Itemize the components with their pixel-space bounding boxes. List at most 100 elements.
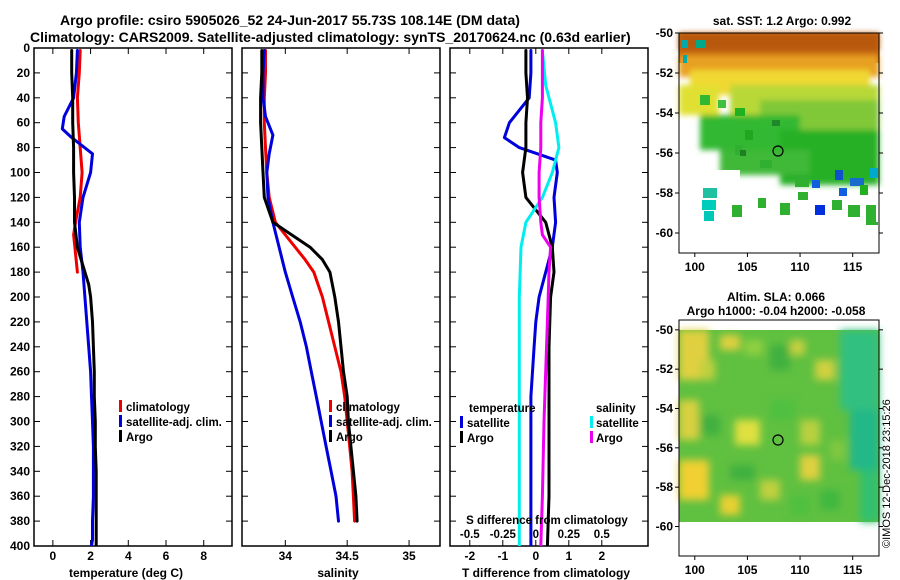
x-tick-label: 2 bbox=[598, 549, 605, 563]
lat-tick-label: -58 bbox=[656, 186, 674, 200]
difference-legend: temperature satellite Argo salinity sate… bbox=[460, 403, 639, 445]
x-tick-label: 34.5 bbox=[336, 549, 360, 563]
depth-tick-label: 340 bbox=[10, 464, 30, 478]
salinity-x-axis: 34 34.5 35 bbox=[279, 48, 416, 563]
sla-map-field bbox=[679, 330, 879, 522]
sla-map-title-line1: Altim. SLA: 0.066 bbox=[727, 290, 825, 304]
x-tick-label: 8 bbox=[200, 549, 207, 563]
series-climatology bbox=[72, 49, 84, 274]
depth-tick-label: 180 bbox=[10, 265, 30, 279]
lon-tick-label: 110 bbox=[790, 260, 810, 274]
legend-swatch-t-argo bbox=[460, 431, 463, 443]
temperature-series bbox=[60, 49, 98, 546]
sla-map-title-line2: Argo h1000: -0.04 h2000: -0.058 bbox=[687, 304, 866, 318]
x-tick-label: 1 bbox=[565, 549, 572, 563]
depth-tick-label: 260 bbox=[10, 365, 30, 379]
lon-tick-label: 100 bbox=[685, 563, 705, 577]
x-tick-label: 2 bbox=[87, 549, 94, 563]
salinity-depth-ticks bbox=[242, 47, 440, 547]
lon-tick-label: 105 bbox=[737, 563, 757, 577]
top-x-tick-label: -0.5 bbox=[460, 529, 480, 541]
temperature-plot-frame bbox=[33, 47, 233, 547]
difference-panel: -2 -1 0 1 2 -0.5 -0.25 0 0.25 0.5 T difference fr… bbox=[449, 47, 649, 580]
lat-tick-label: -50 bbox=[656, 323, 674, 337]
legend-label-satellite: satellite-adj. clim. bbox=[126, 417, 222, 429]
legend-title-temperature: temperature bbox=[469, 403, 535, 415]
depth-tick-label: 120 bbox=[10, 190, 30, 204]
series-satellite-adj-clim- bbox=[60, 49, 95, 546]
lat-tick-label: -50 bbox=[656, 26, 674, 40]
temperature-legend: climatology satellite-adj. clim. Argo bbox=[119, 400, 222, 444]
sla-map-frame bbox=[678, 319, 880, 557]
top-x-tick-label: 0 bbox=[533, 529, 539, 541]
sst-map-lat-axis: -50 -52 -54 -56 -58 -60 bbox=[656, 26, 883, 240]
depth-tick-label: 60 bbox=[17, 116, 31, 130]
difference-depth-ticks bbox=[450, 47, 648, 547]
sst-map-field bbox=[679, 33, 879, 253]
depth-tick-label: 40 bbox=[17, 91, 31, 105]
series-satellite-adj-clim- bbox=[261, 49, 340, 523]
temperature-x-axis: 0 2 4 6 8 bbox=[50, 48, 207, 563]
legend-swatch-t-satellite bbox=[460, 416, 463, 428]
figure-title-line2: Climatology: CARS2009. Satellite-adjuste… bbox=[30, 29, 631, 45]
x-tick-label: -2 bbox=[464, 549, 475, 563]
legend-swatch-s-argo bbox=[590, 431, 593, 443]
lon-tick-label: 105 bbox=[737, 260, 757, 274]
sst-map-lon-axis: 100 105 110 115 bbox=[685, 253, 863, 274]
lon-tick-label: 115 bbox=[843, 260, 863, 274]
legend-label-climatology: climatology bbox=[336, 402, 401, 414]
x-tick-label: 6 bbox=[163, 549, 170, 563]
lon-tick-label: 100 bbox=[685, 260, 705, 274]
difference-x-axis: -2 -1 0 1 2 -0.5 -0.25 0 0.25 0.5 bbox=[460, 48, 611, 563]
legend-swatch-argo bbox=[119, 430, 122, 442]
depth-tick-label: 360 bbox=[10, 489, 30, 503]
legend-swatch-s-satellite bbox=[590, 416, 593, 428]
lat-tick-label: -52 bbox=[656, 362, 674, 376]
depth-tick-label: 160 bbox=[10, 240, 30, 254]
difference-series bbox=[502, 49, 561, 546]
sla-map-panel: Altim. SLA: 0.066 Argo h1000: -0.04 h200… bbox=[656, 290, 883, 577]
lat-tick-label: -54 bbox=[656, 106, 674, 120]
legend-label-t-satellite: satellite bbox=[467, 418, 510, 430]
sla-map-lon-axis: 100 105 110 115 bbox=[685, 556, 863, 577]
legend-label-argo: Argo bbox=[336, 432, 363, 444]
lon-tick-label: 115 bbox=[843, 563, 863, 577]
depth-tick-label: 80 bbox=[17, 141, 31, 155]
legend-label-argo: Argo bbox=[126, 432, 153, 444]
sst-map-panel: sat. SST: 1.2 Argo: 0.992 bbox=[656, 14, 883, 274]
depth-tick-label: 320 bbox=[10, 439, 30, 453]
legend-swatch-satellite bbox=[329, 415, 332, 427]
depth-tick-label: 140 bbox=[10, 215, 30, 229]
lat-tick-label: -52 bbox=[656, 66, 674, 80]
lat-tick-label: -56 bbox=[656, 146, 674, 160]
top-x-tick-label: 0.5 bbox=[594, 529, 611, 541]
salinity-plot-frame bbox=[241, 47, 441, 547]
difference-top-xlabel: S difference from climatology bbox=[466, 515, 628, 527]
legend-label-climatology: climatology bbox=[126, 402, 191, 414]
top-x-tick-label: -0.25 bbox=[490, 529, 517, 541]
top-x-tick-label: 0.25 bbox=[558, 529, 581, 541]
salinity-legend: climatology satellite-adj. clim. Argo bbox=[329, 400, 432, 444]
x-tick-label: 0 bbox=[50, 549, 57, 563]
depth-tick-label: 300 bbox=[10, 415, 30, 429]
depth-tick-label: 400 bbox=[10, 539, 30, 553]
depth-tick-label: 380 bbox=[10, 514, 30, 528]
sla-map-lat-axis: -50 -52 -54 -56 -58 -60 bbox=[656, 323, 883, 534]
legend-title-salinity: salinity bbox=[596, 403, 636, 415]
depth-tick-label: 100 bbox=[10, 166, 30, 180]
legend-swatch-satellite bbox=[119, 415, 122, 427]
lat-tick-label: -60 bbox=[656, 226, 674, 240]
temperature-panel: 0204060801001201401601802002202402602803… bbox=[10, 41, 233, 580]
lat-tick-label: -54 bbox=[656, 402, 674, 416]
figure-title-line1: Argo profile: csiro 5905026_52 24-Jun-20… bbox=[60, 12, 520, 28]
sst-argo-location-marker bbox=[772, 145, 784, 157]
difference-xlabel: T difference from climatology bbox=[462, 566, 630, 580]
legend-swatch-climatology bbox=[329, 400, 332, 412]
sst-map-frame bbox=[678, 32, 880, 254]
lat-tick-label: -60 bbox=[656, 520, 674, 534]
sla-argo-location-marker bbox=[772, 434, 784, 446]
depth-tick-label: 20 bbox=[17, 66, 31, 80]
sst-map-title: sat. SST: 1.2 Argo: 0.992 bbox=[713, 14, 852, 28]
legend-swatch-argo bbox=[329, 430, 332, 442]
